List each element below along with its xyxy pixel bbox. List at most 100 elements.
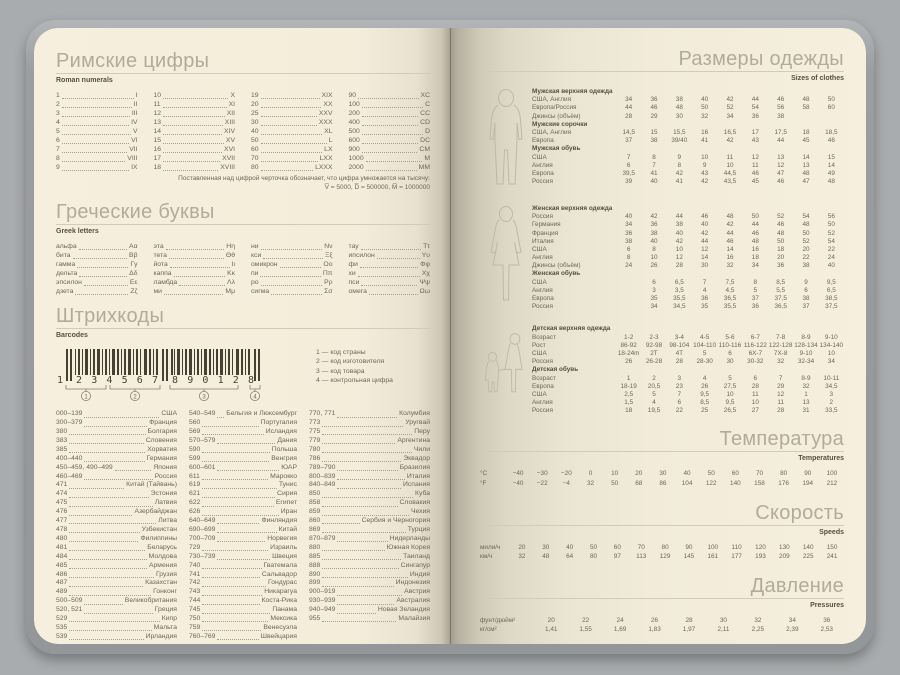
- size-value: 42: [701, 229, 709, 237]
- dot-leader: [361, 284, 418, 286]
- dot-row-left: 744: [188, 597, 201, 605]
- dot-row-right: Никарагуа: [264, 588, 297, 596]
- dot-leader: [179, 284, 226, 286]
- size-value: 6: [626, 161, 631, 169]
- dot-row-left: 700–709: [188, 534, 216, 542]
- size-value: 43,5: [723, 178, 737, 186]
- dot-leader: [260, 169, 314, 171]
- dot-leader: [84, 416, 160, 418]
- barcode-brackets: [65, 385, 261, 402]
- size-row-label: США: [532, 278, 547, 286]
- dot-leader: [217, 416, 225, 418]
- dot-row: 750 Мексика: [189, 615, 297, 624]
- dot-row: 400 CD: [349, 118, 431, 127]
- size-value: 52: [802, 237, 810, 245]
- size-value: 38: [675, 96, 683, 104]
- size-value: 34: [827, 358, 835, 366]
- left-page-content: Римские цифры Roman numerals 1 I 2 II 3 III 4 I…: [34, 28, 450, 644]
- dot-leader: [202, 585, 266, 587]
- size-row: Джинсы (объём) 28 29 30 32 34 36 38: [532, 113, 844, 121]
- size-value: 22: [675, 407, 683, 415]
- dot-leader: [61, 169, 130, 171]
- dot-row-right: Израиль: [270, 543, 297, 551]
- dot-row: 770, 771 Колумбия: [309, 410, 430, 419]
- dot-row: тета Θθ: [154, 251, 236, 260]
- conversion-value: 0: [588, 470, 593, 478]
- size-value: 2: [829, 399, 834, 406]
- temperature-section: Температура Temperatures °C −40 −30 −20 0 10 2…: [480, 428, 844, 488]
- roman-column: 90 XC 100 C 200 CC 400 CD 500 D 600 DC 900 CM 1000 M 200…: [349, 91, 431, 172]
- dot-row-right: Ιι: [231, 261, 235, 269]
- dot-leader: [61, 106, 132, 108]
- size-value: 43: [701, 169, 709, 177]
- size-value: 40: [625, 213, 633, 221]
- dot-leader: [163, 97, 229, 99]
- conversion-value: 209: [779, 553, 790, 561]
- dot-row-left: 869: [309, 525, 321, 533]
- dot-leader: [69, 559, 147, 561]
- dot-leader: [263, 257, 324, 259]
- size-value: [819, 113, 844, 121]
- dot-row-right: Литва: [158, 517, 177, 525]
- size-row: Англия 6 7 8 9 10 11 12 13 14: [532, 162, 844, 170]
- dot-row: ламбда Λλ: [154, 278, 236, 287]
- conversion-value: 90: [804, 470, 812, 478]
- dot-row: 859 Чехия: [309, 508, 430, 517]
- size-value: 11: [752, 161, 759, 169]
- barcode-legend: 1 — код страны 2 — код изготовителя 3 — ко…: [316, 345, 393, 403]
- dot-row-left: 770, 771: [309, 410, 336, 418]
- mens-sizes-table: Мужская верхняя одежда США, Англия 34 36 38 4…: [532, 88, 844, 192]
- size-value: 52: [827, 229, 835, 237]
- dot-row-left: 487: [56, 579, 68, 587]
- size-value: 6,5: [826, 286, 836, 294]
- size-value: 17: [751, 129, 759, 137]
- right-page: Размеры одежды Sizes of clothes Мужская …: [450, 28, 866, 644]
- size-row-label: Европа: [532, 169, 554, 177]
- size-value: 1-2: [624, 333, 634, 341]
- dot-row: 858 Словакия: [309, 499, 430, 508]
- dot-leader: [163, 115, 225, 117]
- dot-leader: [217, 523, 260, 525]
- size-value: 39/40: [671, 137, 688, 145]
- conversion-row: °F −40 −22 −4 32 50 68 86 104 122 140 158 176 194 212: [480, 479, 844, 489]
- dot-row-left: 626: [188, 508, 201, 516]
- dot-row-left: 940–949: [309, 606, 336, 614]
- dot-row: 745 Панама: [189, 606, 297, 615]
- dot-row: фи Φφ: [349, 260, 431, 269]
- dot-row: 539 Ирландия: [56, 633, 177, 642]
- size-value: 7-8: [776, 333, 786, 341]
- dot-leader: [376, 257, 420, 259]
- size-row-label: США: [532, 153, 547, 161]
- dot-leader: [271, 293, 323, 295]
- dot-row: 474 Эстония: [56, 490, 177, 499]
- conversion-value: 32: [586, 479, 595, 487]
- size-value: 24: [625, 262, 633, 270]
- dot-row-right: LXXX: [315, 164, 333, 171]
- barcode-diagram-row: 1 234567 890128: [56, 345, 430, 403]
- dot-row-right: Узбекистан: [141, 525, 177, 533]
- dot-row-right: Ηη: [226, 243, 235, 251]
- dot-row-right: Сальвадор: [261, 570, 297, 578]
- dot-row-right: Сингапур: [400, 561, 430, 569]
- dot-row-left: дзета: [56, 288, 74, 296]
- conversion-value: 177: [731, 553, 742, 561]
- dot-row-left: 600: [348, 137, 360, 144]
- size-row-label: Европа/Россия: [532, 104, 577, 112]
- dot-row-left: 383: [56, 436, 68, 444]
- dot-row-left: 16: [153, 146, 162, 153]
- dot-leader: [337, 487, 402, 489]
- mens-sizes-block: Мужская верхняя одежда США, Англия 34 36 38 4…: [480, 88, 844, 192]
- size-value: 46: [650, 104, 658, 112]
- roman-footnote-line1: Поставленная над цифрой черточка обознач…: [178, 175, 430, 182]
- size-value: 60: [827, 104, 835, 112]
- size-value: 30: [726, 358, 734, 366]
- size-row-label: Россия: [532, 178, 553, 186]
- dot-row: 621 Сирия: [189, 490, 297, 499]
- childrens-sizes-table: Детская верхняя одежда Возраст 1-2 2-3 3-4 4-…: [532, 325, 844, 415]
- dot-row: 15 XV: [154, 136, 236, 145]
- dot-leader: [322, 550, 385, 552]
- dot-leader: [69, 568, 147, 569]
- speed-table: мили/ч 20 30 40 50 60 70 80 90 100 110 120 130 140 150…: [480, 543, 844, 562]
- size-value: 38,5: [825, 295, 838, 302]
